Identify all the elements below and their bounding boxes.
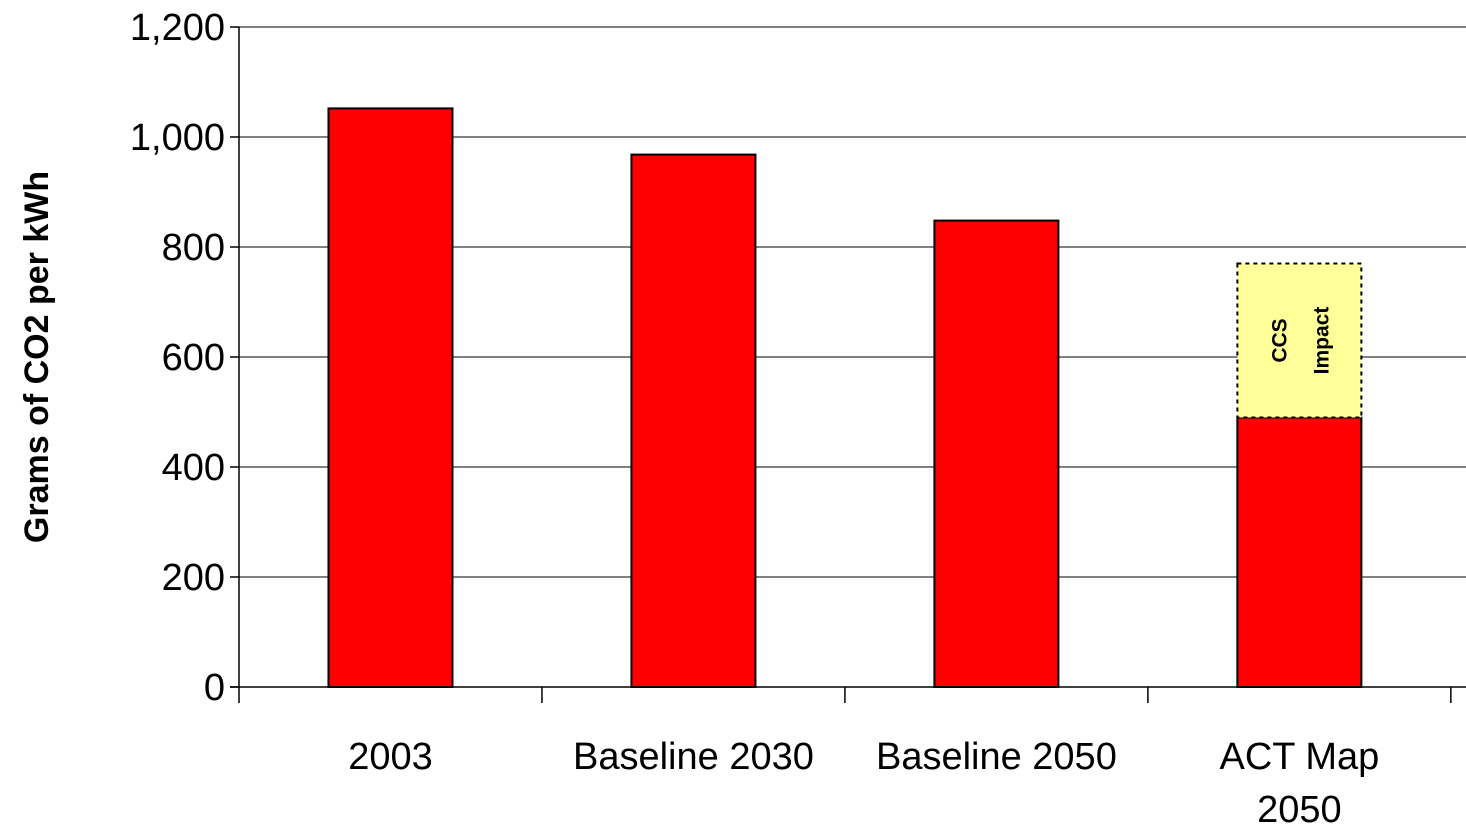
x-tick-label-3-line-1: 2050	[1257, 789, 1342, 829]
x-tick-labels: 2003 Baseline 2030 Baseline 2050 ACT Map 205…	[348, 736, 1379, 829]
x-tick-label-1-line-0: Baseline 2030	[573, 736, 814, 778]
x-tick-label-0-line-0: 2003	[348, 736, 433, 778]
ccs-impact-label-line-0: CCS	[1268, 318, 1291, 362]
y-tick-label-3: 600	[162, 337, 225, 379]
y-tick-label-0: 0	[204, 667, 225, 709]
y-tick-label-4: 800	[162, 227, 225, 269]
bar-2	[933, 219, 1060, 688]
y-tick-label-2: 400	[162, 447, 225, 489]
bar-0	[327, 107, 454, 688]
bars: CCS Impact	[327, 107, 1363, 689]
bar-1	[630, 153, 757, 689]
bar-3	[1236, 416, 1363, 688]
x-tick-label-2-line-0: Baseline 2050	[876, 736, 1117, 778]
y-tick-label-1: 200	[162, 557, 225, 599]
ccs-impact-segment	[1236, 262, 1363, 419]
x-tick-label-3-line-0: ACT Map	[1219, 736, 1379, 778]
y-axis-label: Grams of CO2 per kWh	[18, 171, 56, 543]
axes	[230, 26, 1466, 703]
y-tick-labels: 0 200 400 600 800 1,000 1,200	[130, 7, 225, 709]
y-tick-label-6: 1,200	[130, 7, 225, 49]
ccs-impact-label-line-1: Impact	[1310, 307, 1333, 375]
y-tick-label-5: 1,000	[130, 117, 225, 159]
